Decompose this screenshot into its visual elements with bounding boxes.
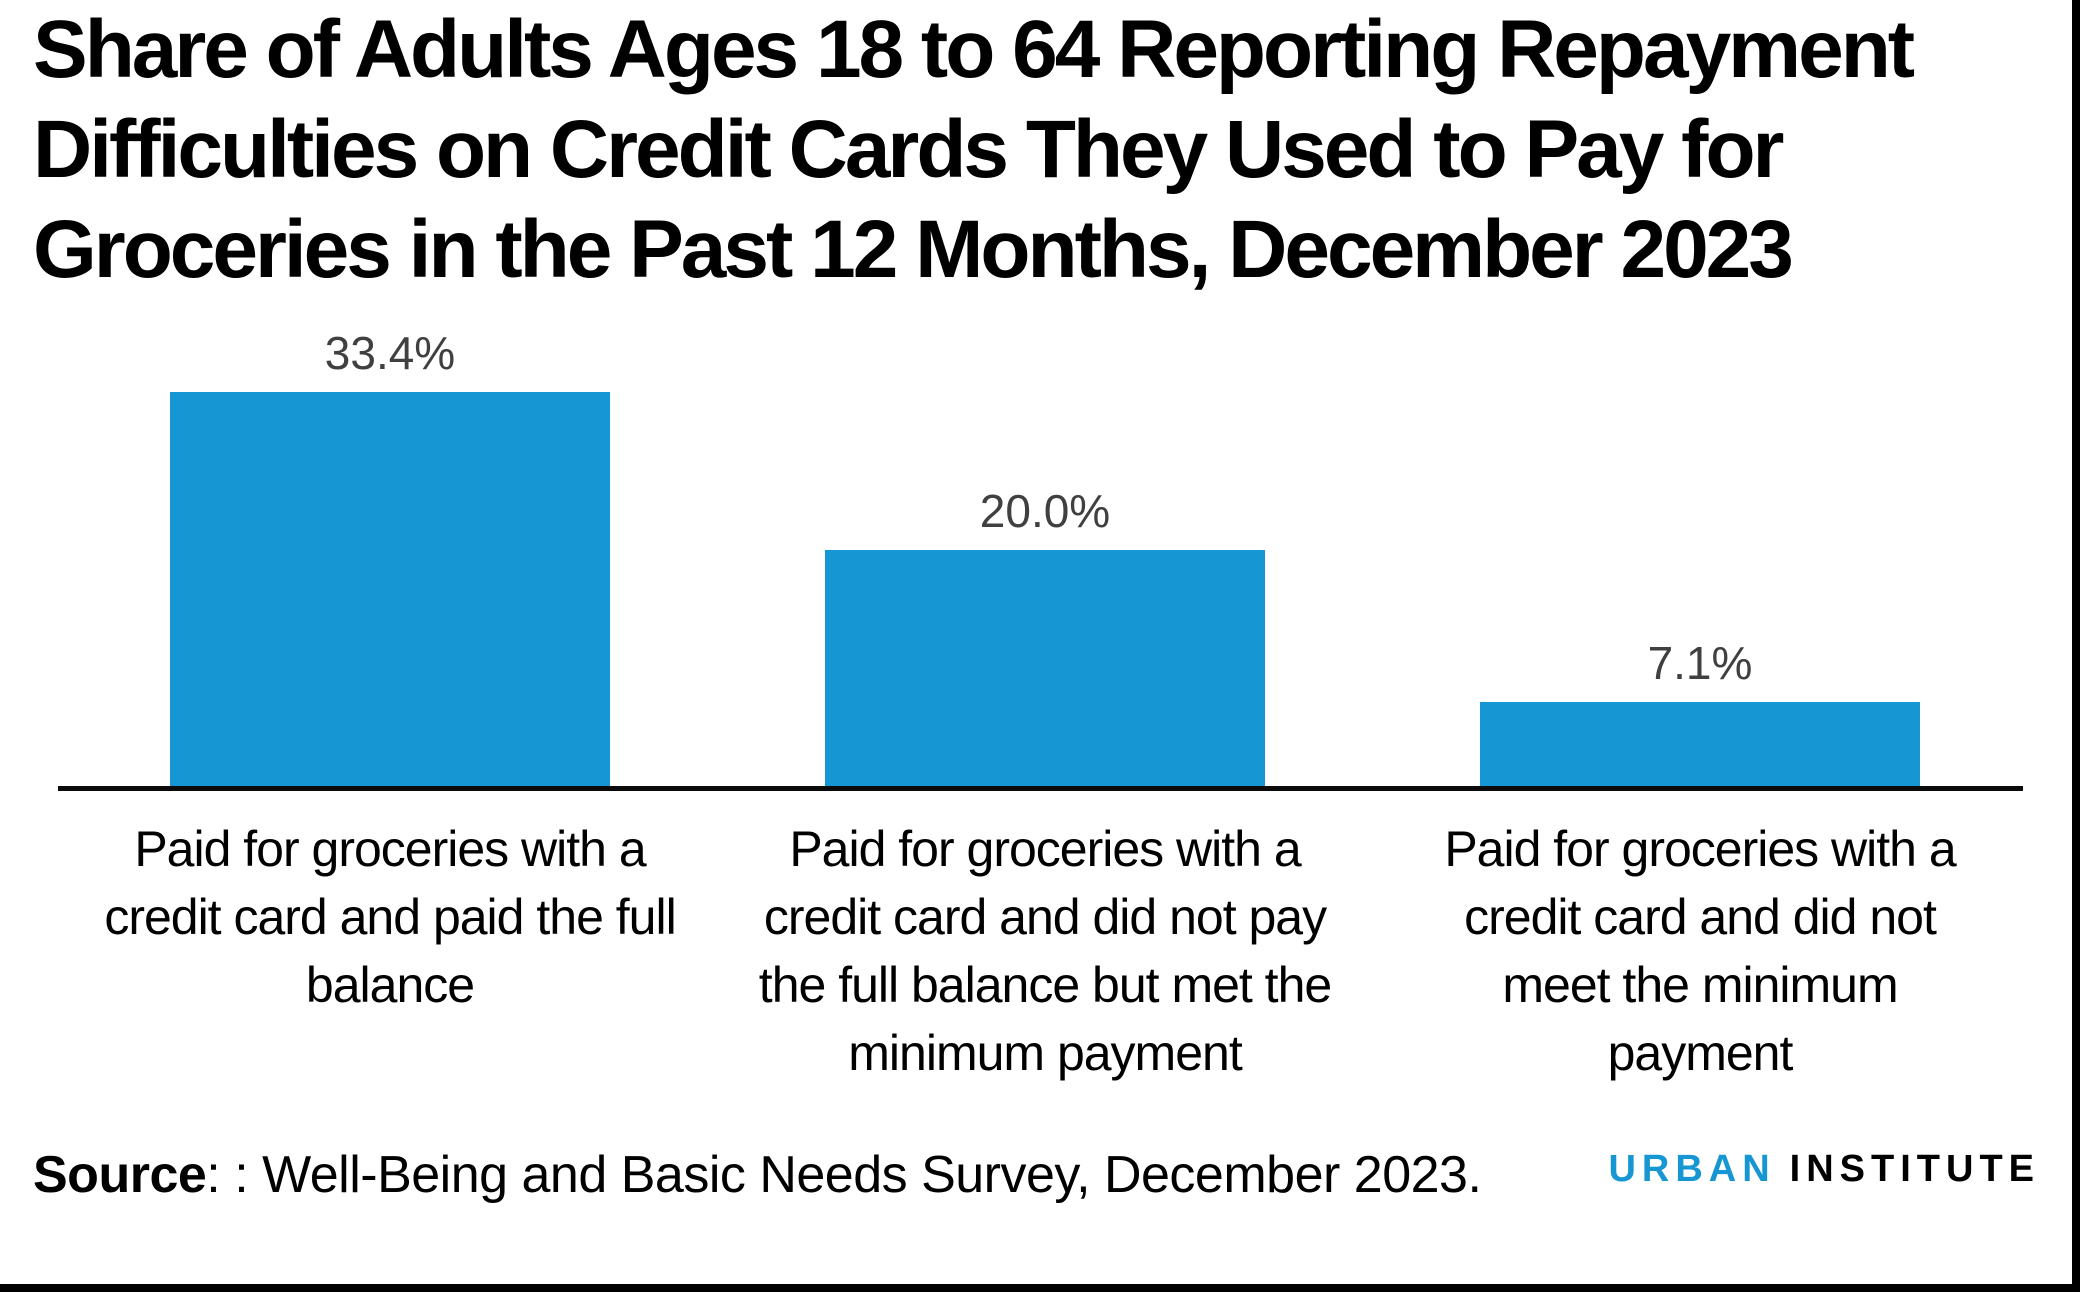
bar-1 — [170, 392, 610, 786]
bar-2 — [825, 550, 1265, 786]
source-label: Source — [33, 1146, 207, 1204]
right-border-strip — [2072, 0, 2080, 1292]
x-axis-line — [58, 786, 2023, 791]
category-label-2: Paid for groceries with a credit card an… — [758, 821, 1332, 1081]
logo-word-institute: INSTITUTE — [1789, 1148, 2040, 1190]
value-label-3: 7.1% — [1647, 637, 1753, 689]
bottom-border-strip — [0, 1284, 2080, 1292]
source-note: Source: : Well-Being and Basic Needs Sur… — [33, 1145, 1482, 1205]
chart-title-line-2: Difficulties on Credit Cards They Used t… — [33, 104, 1784, 195]
value-label-2: 20.0% — [979, 485, 1111, 537]
urban-institute-logo: URBAN INSTITUTE — [1608, 1148, 2040, 1191]
chart-title: Share of Adults Ages 18 to 64 Reporting … — [33, 0, 2023, 300]
category-label-3: Paid for groceries with a credit card an… — [1444, 821, 1956, 1081]
bar-3 — [1480, 702, 1920, 786]
category-label-1: Paid for groceries with a credit card an… — [104, 821, 676, 1013]
logo-word-urban: URBAN — [1608, 1148, 1776, 1190]
chart-title-line-3: Groceries in the Past 12 Months, Decembe… — [33, 204, 1794, 295]
source-text: : : Well-Being and Basic Needs Survey, D… — [206, 1146, 1482, 1204]
chart-title-line-1: Share of Adults Ages 18 to 64 Reporting … — [33, 4, 1915, 95]
value-label-1: 33.4% — [324, 327, 456, 379]
